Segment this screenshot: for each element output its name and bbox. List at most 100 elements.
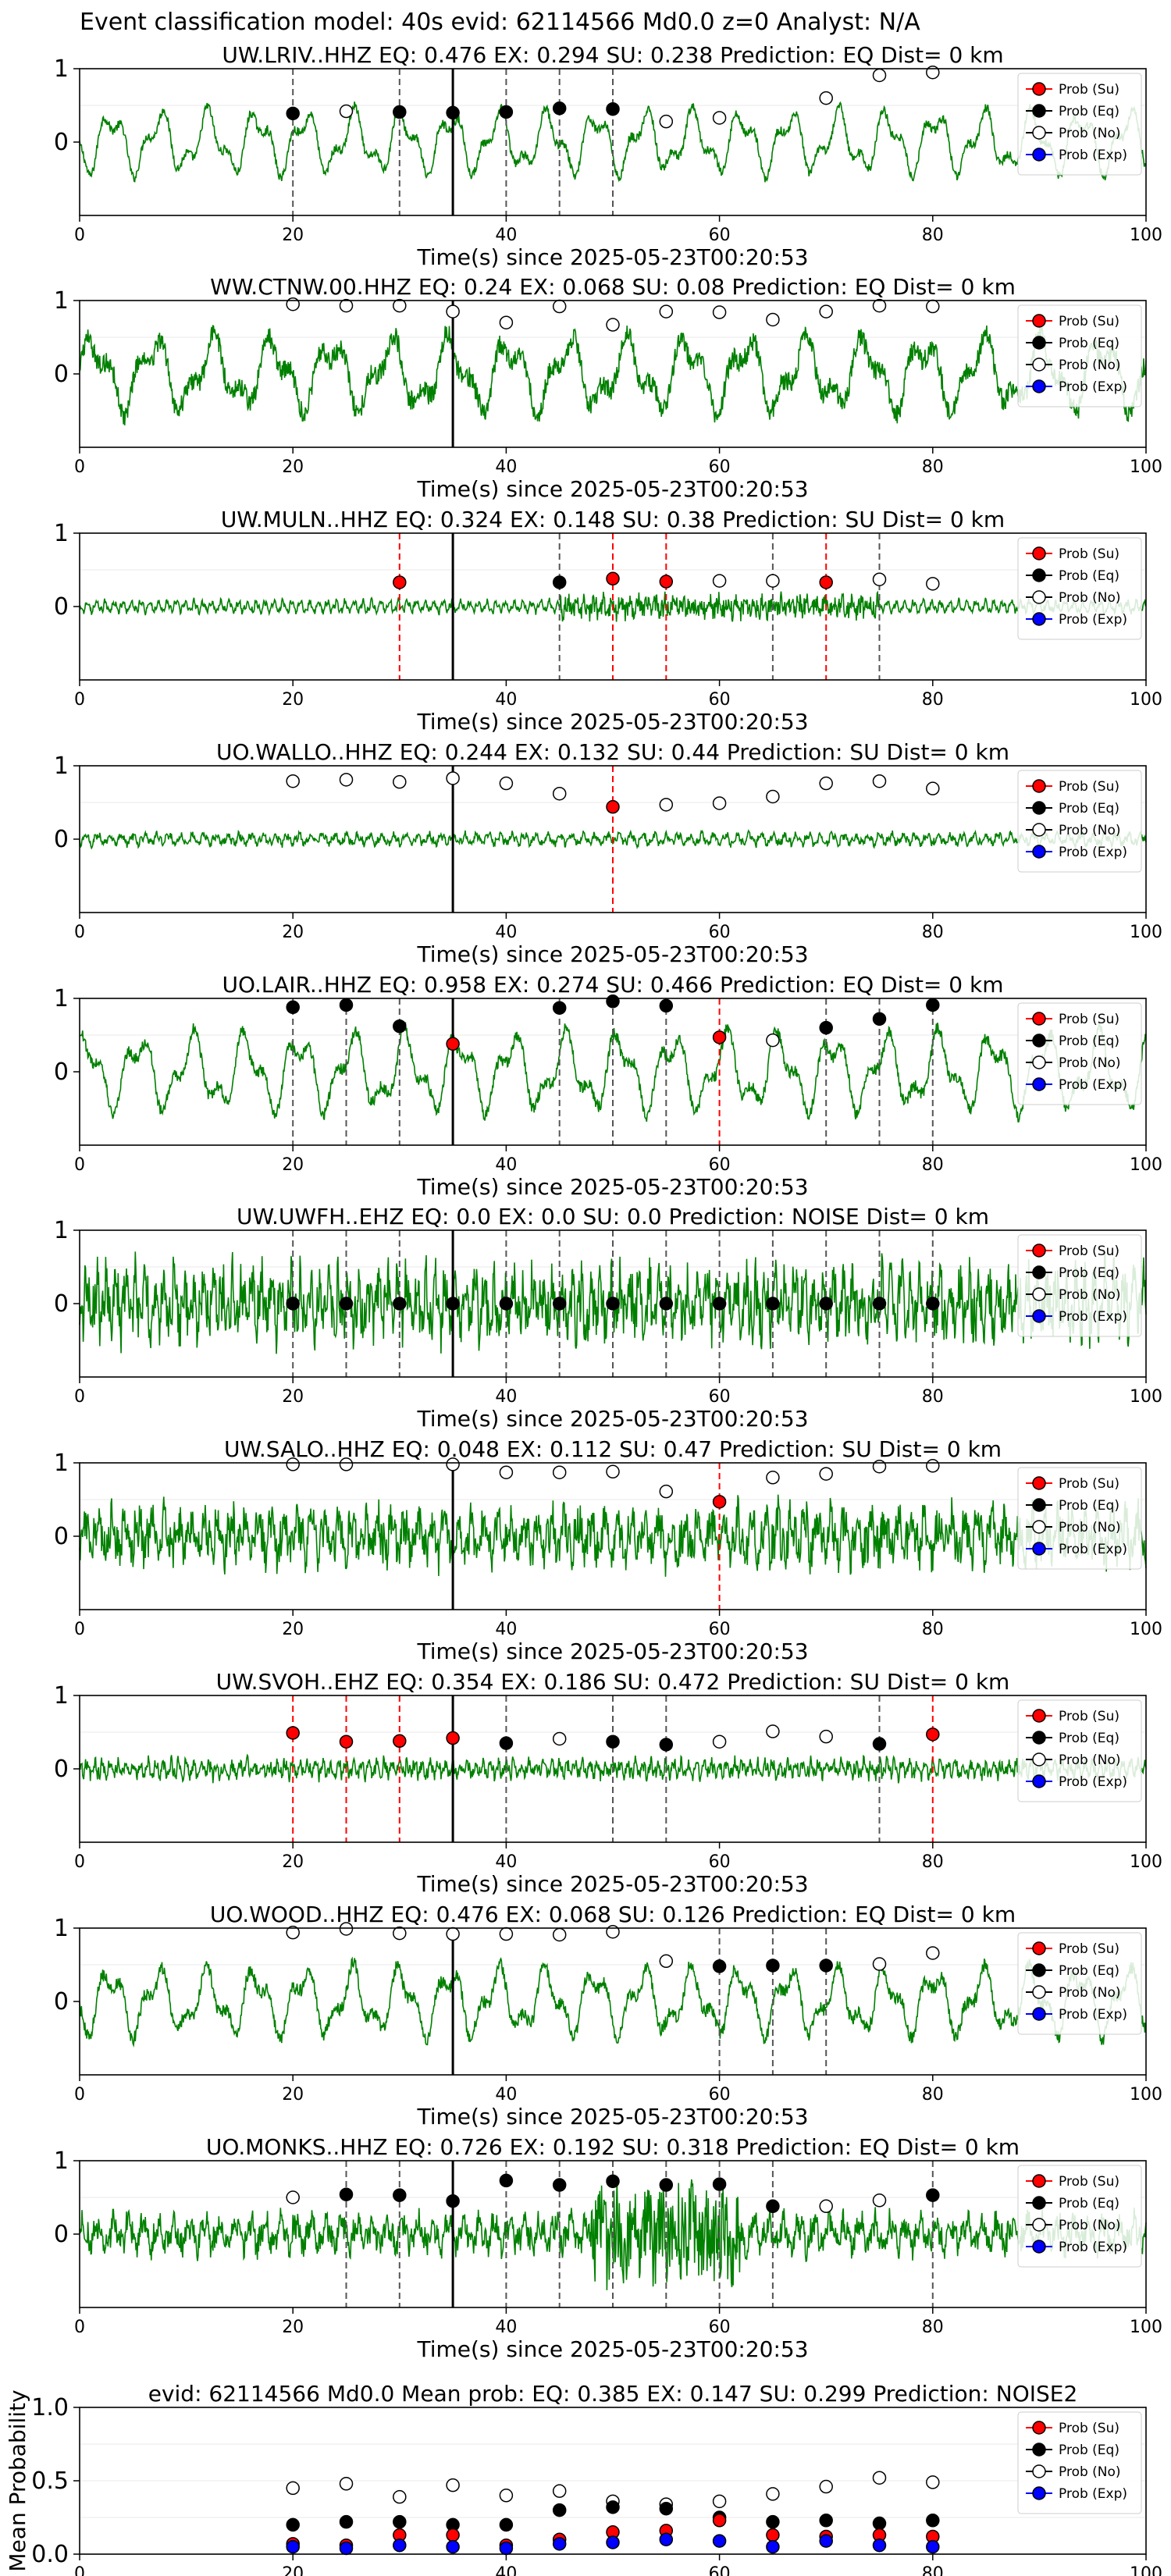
waveform-trace: [79, 1956, 1147, 2048]
legend-label: Prob (No): [1059, 590, 1121, 606]
x-tick-label: 80: [922, 1155, 944, 1175]
prob-point-no: [819, 776, 833, 791]
y-tick-label: 0: [54, 826, 69, 853]
legend: Prob (Su) Prob (Eq) Prob (No) Prob (Exp): [1017, 2165, 1142, 2268]
legend-swatch-marker: [1032, 1752, 1046, 1767]
legend-swatch-marker: [1032, 2196, 1046, 2210]
prob-point-eq: [552, 2178, 567, 2192]
legend: Prob (Su) Prob (Eq) Prob (No) Prob (Exp): [1017, 1234, 1142, 1337]
prob-point-no: [552, 1927, 567, 1942]
legend-label: Prob (Exp): [1059, 1077, 1127, 1093]
x-axis-label: Time(s) since 2025-05-23T00:20:53: [416, 2104, 808, 2129]
legend-swatch-marker: [1032, 1309, 1046, 1323]
x-tick-label: 100: [1130, 1852, 1162, 1872]
legend-label: Prob (No): [1059, 1055, 1121, 1071]
mean-point-exp: [712, 2534, 727, 2548]
x-tick-label: 100: [1130, 457, 1162, 477]
panel-title: evid: 62114566 Md0.0 Mean prob: EQ: 0.38…: [148, 2381, 1078, 2407]
x-tick-label: 80: [922, 690, 944, 710]
prob-point-no: [872, 572, 887, 586]
station-panel-3: UW.MULN..HHZ EQ: 0.324 EX: 0.148 SU: 0.3…: [54, 507, 1162, 735]
x-tick-label: 20: [282, 923, 304, 942]
x-axis-label: Time(s) since 2025-05-23T00:20:53: [416, 1174, 808, 1200]
y-tick-label: 0: [54, 1988, 69, 2016]
axes-frame: [79, 1927, 1147, 2076]
y-tick-label: 1: [54, 287, 69, 315]
prob-point-no: [606, 1464, 620, 1479]
panel-title: UW.MULN..HHZ EQ: 0.324 EX: 0.148 SU: 0.3…: [221, 507, 1005, 532]
prob-point-su: [926, 1727, 940, 1742]
legend-label: Prob (Exp): [1059, 1542, 1127, 1557]
x-tick-label: 60: [709, 1620, 731, 1639]
prob-point-no: [446, 1457, 460, 1471]
legend-swatch-marker: [1032, 336, 1046, 350]
legend-label: Prob (Exp): [1059, 379, 1127, 395]
y-tick-label: 1: [54, 1450, 69, 1477]
y-tick-label: 0: [54, 1290, 69, 1318]
prob-point-eq: [659, 1738, 674, 1752]
prob-point-su: [393, 575, 407, 589]
legend-swatch-marker: [1032, 1265, 1046, 1279]
legend: Prob (Su) Prob (Eq) Prob (No) Prob (Exp): [1017, 770, 1142, 873]
x-tick-label: 20: [282, 2085, 304, 2105]
legend: Prob (Su) Prob (Eq) Prob (No) Prob (Exp): [1017, 537, 1142, 640]
prob-point-no: [552, 299, 567, 314]
prob-point-no: [286, 774, 300, 788]
legend-swatch-marker: [1032, 2240, 1046, 2254]
figure-suptitle: Event classification model: 40s evid: 62…: [80, 9, 920, 36]
x-axis-label: Time(s) since 2025-05-23T00:20:53: [416, 1871, 808, 1897]
prob-point-eq: [766, 1297, 780, 1311]
prob-point-no: [926, 1459, 940, 1473]
prob-point-no: [552, 1731, 567, 1746]
legend-label: Prob (Exp): [1059, 148, 1127, 163]
legend: Prob (Su) Prob (Eq) Prob (No) Prob (Exp): [1017, 1002, 1142, 1105]
prob-point-no: [712, 574, 727, 588]
prob-point-no: [872, 1957, 887, 1971]
prob-point-no: [819, 2199, 833, 2214]
legend-label: Prob (Eq): [1059, 1498, 1119, 1514]
x-tick-label: 100: [1130, 1387, 1162, 1407]
legend-label: Prob (Su): [1059, 779, 1119, 795]
legend-box: [1017, 1699, 1142, 1802]
x-tick-label: 80: [922, 1620, 944, 1639]
legend-label: Prob (Su): [1059, 2174, 1119, 2190]
prob-point-eq: [552, 1297, 567, 1311]
y-tick-label: 0: [54, 1756, 69, 1783]
legend-swatch-marker: [1032, 1774, 1046, 1788]
x-tick-label: 20: [282, 226, 304, 245]
prob-point-su: [286, 1726, 300, 1740]
legend-label: Prob (Su): [1059, 546, 1119, 562]
prob-point-no: [286, 297, 300, 311]
legend-label: Prob (No): [1059, 823, 1121, 838]
prob-point-no: [339, 298, 354, 313]
x-tick-label: 80: [922, 1387, 944, 1407]
y-tick-label: 1: [54, 1217, 69, 1244]
prob-point-eq: [606, 1735, 620, 1749]
station-panel-2: WW.CTNW.00.HHZ EQ: 0.24 EX: 0.068 SU: 0.…: [54, 274, 1162, 502]
prob-point-eq: [446, 105, 460, 120]
legend-label: Prob (No): [1059, 358, 1121, 373]
station-panel-10: UO.MONKS..HHZ EQ: 0.726 EX: 0.192 SU: 0.…: [54, 2134, 1162, 2362]
mean-point-eq: [286, 2517, 300, 2532]
legend-box: [1017, 73, 1142, 176]
mean-point-exp: [926, 2539, 940, 2554]
legend-swatch-marker: [1032, 126, 1046, 140]
x-axis-label: Time(s) since 2025-05-23T00:20:53: [416, 941, 808, 967]
x-tick-label: 0: [74, 2085, 85, 2105]
x-tick-label: 100: [1130, 226, 1162, 245]
mean-probability-panel: evid: 62114566 Md0.0 Mean prob: EQ: 0.38…: [5, 2381, 1162, 2576]
x-tick-label: 40: [495, 2564, 517, 2576]
prob-point-eq: [499, 1297, 514, 1311]
mean-point-exp: [659, 2532, 674, 2546]
x-tick-label: 60: [709, 923, 731, 942]
legend-label: Prob (Su): [1059, 1244, 1119, 1259]
legend-swatch-marker: [1032, 1077, 1046, 1091]
waveform-trace: [79, 590, 1147, 622]
y-tick-label: 0: [54, 1059, 69, 1086]
legend-label: Prob (Exp): [1059, 2240, 1127, 2255]
legend-swatch-marker: [1032, 2464, 1046, 2478]
x-tick-label: 0: [74, 1155, 85, 1175]
waveform-trace: [79, 1019, 1147, 1123]
mean-point-exp: [872, 2538, 887, 2553]
x-tick-label: 40: [495, 923, 517, 942]
